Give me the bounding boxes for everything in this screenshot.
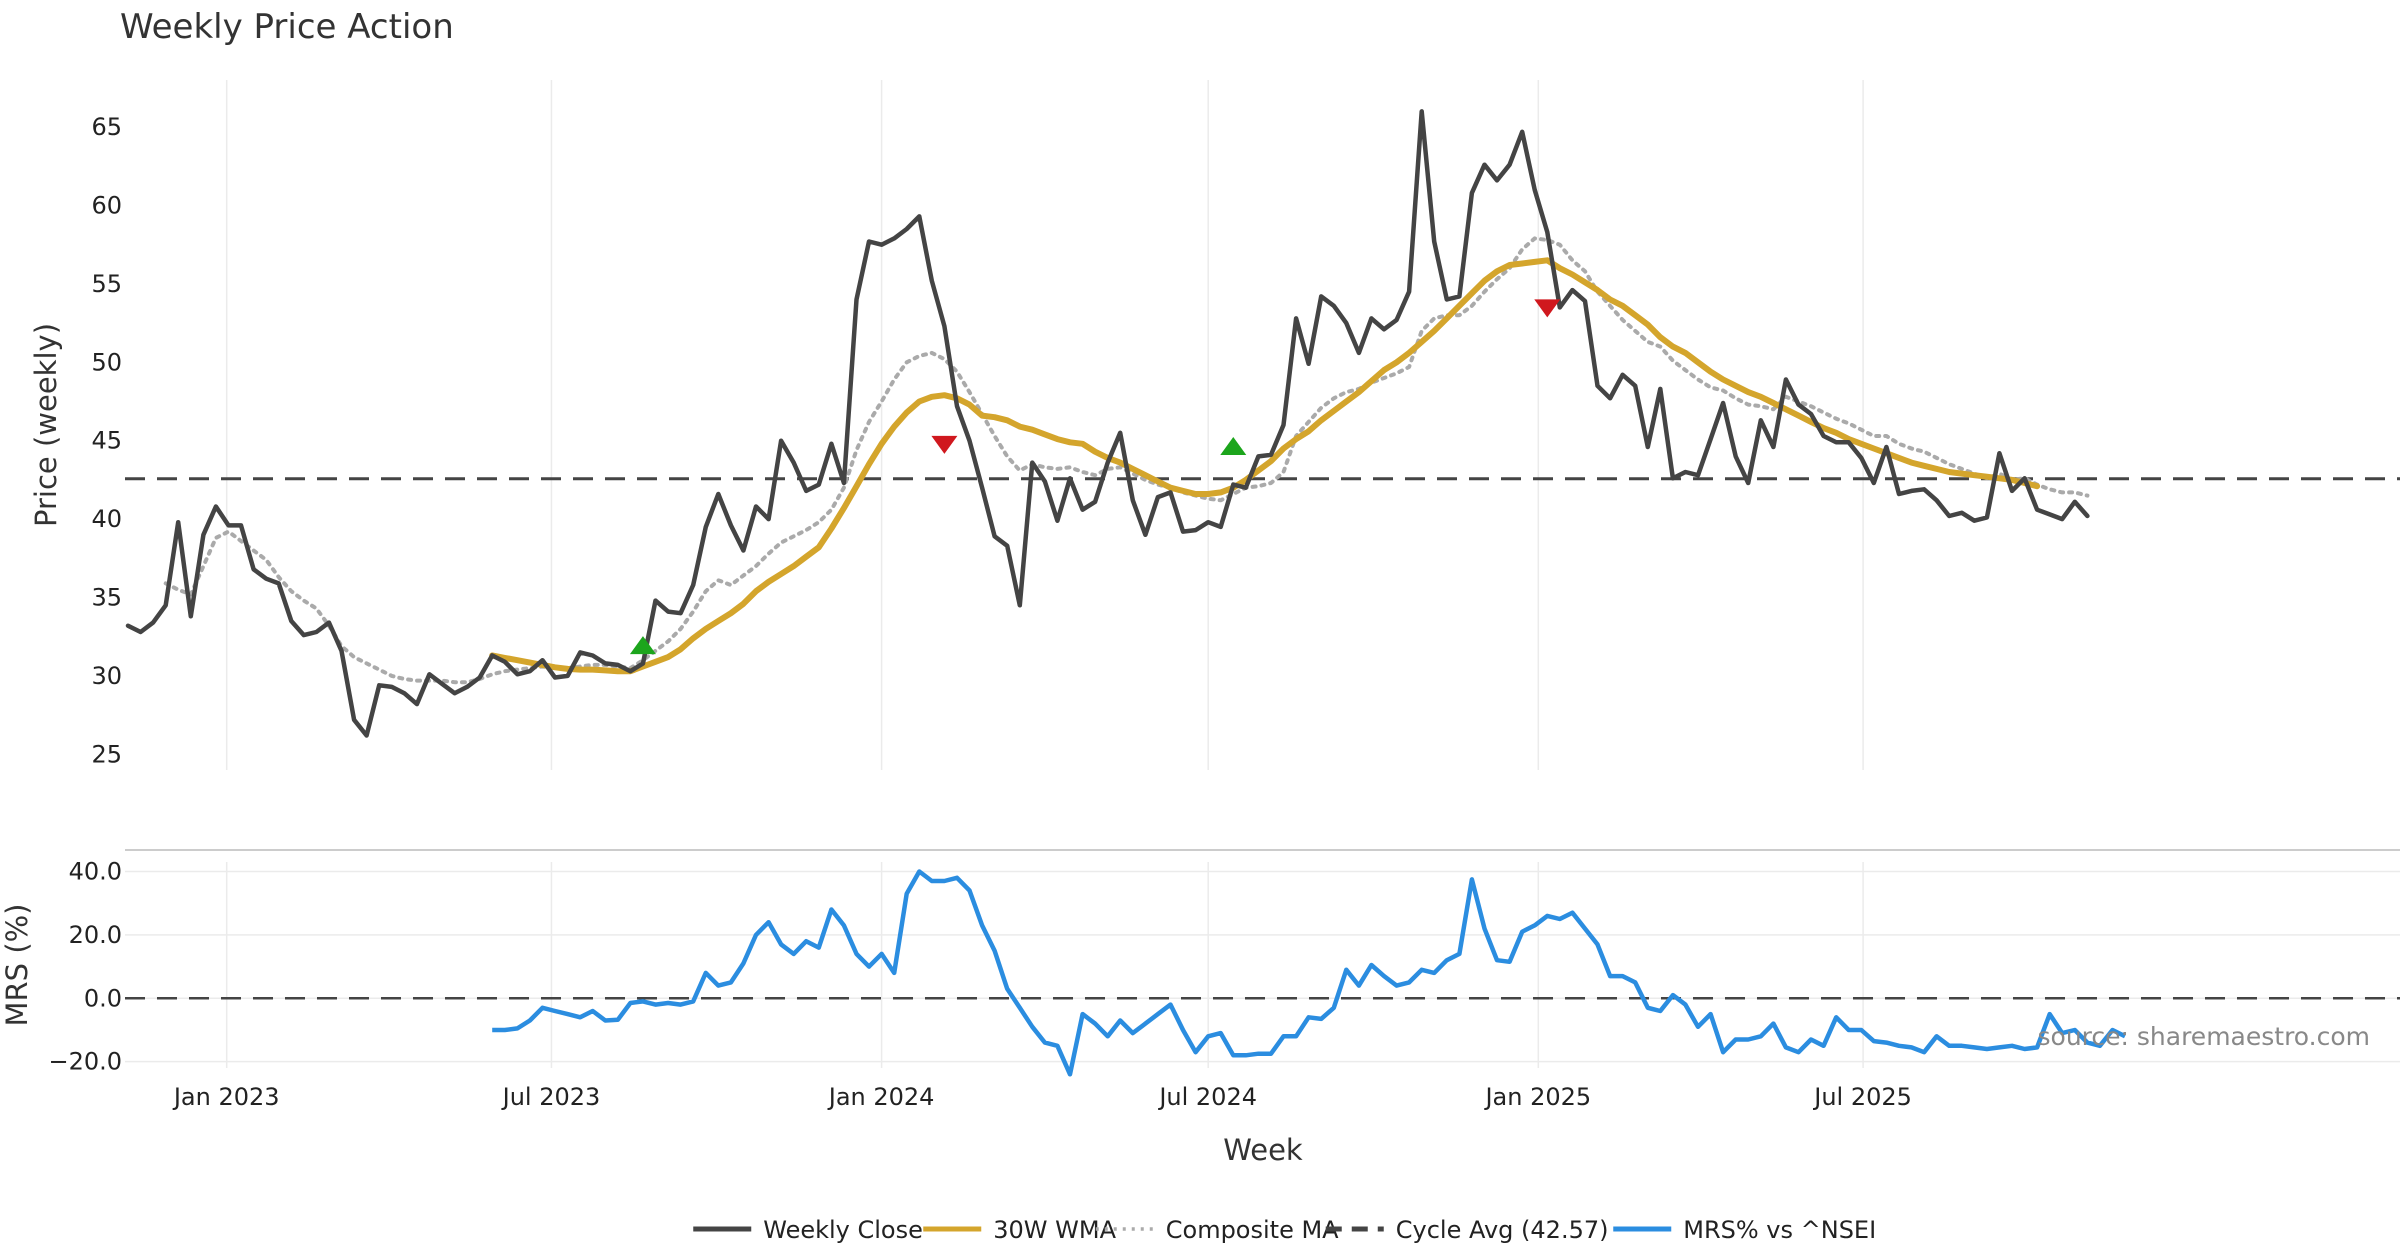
legend-label: Cycle Avg (42.57) [1396, 1216, 1609, 1244]
price-y-tick-label: 65 [91, 113, 122, 141]
x-tick-label: Jul 2025 [1812, 1083, 1912, 1111]
legend-label: MRS% vs ^NSEI [1683, 1216, 1876, 1244]
price-y-tick-label: 60 [91, 191, 122, 219]
mrs-y-tick-label: 0.0 [84, 984, 122, 1012]
buy-signal-marker [629, 636, 656, 655]
x-tick-labels: Jan 2023 Jul 2023 Jan 2024 Jul 2024 Jan 2025… [172, 1083, 1912, 1111]
price-y-tick-label: 25 [91, 740, 122, 768]
mrs-y-tick-label: 40.0 [69, 858, 122, 886]
x-tick-label: Jan 2025 [1483, 1083, 1591, 1111]
mrs-line [492, 869, 2127, 1077]
price-y-ticks: 25 30 35 40 45 50 55 60 65 [91, 113, 122, 768]
price-y-tick-label: 35 [91, 584, 122, 612]
mrs-y-tick-label: −20.0 [48, 1048, 122, 1076]
x-axis-title: Week [1223, 1133, 1303, 1167]
price-y-tick-label: 50 [91, 348, 122, 376]
buy-signal-marker [1220, 436, 1247, 455]
sell-signal-marker [1534, 299, 1561, 318]
price-y-tick-label: 55 [91, 270, 122, 298]
price-y-tick-label: 45 [91, 427, 122, 455]
source-credit: source: sharemaestro.com [2038, 1022, 2371, 1051]
weekly-close-line [125, 109, 2090, 738]
chart-title: Weekly Price Action [120, 7, 454, 47]
price-y-tick-label: 40 [91, 505, 122, 533]
mrs-series [492, 869, 2127, 1077]
sell-signal-marker [931, 435, 958, 454]
wma-30w-line [489, 257, 2041, 675]
price-y-axis-title: Price (weekly) [29, 323, 63, 527]
mrs-y-tick-label: 20.0 [69, 921, 122, 949]
legend-label: Composite MA [1166, 1216, 1339, 1244]
price-panel-grid [225, 80, 1864, 770]
legend-label: Weekly Close [763, 1216, 923, 1244]
mrs-y-axis-title: MRS (%) [0, 904, 34, 1027]
x-tick-label: Jan 2023 [172, 1083, 280, 1111]
price-y-tick-label: 30 [91, 662, 122, 690]
signal-markers [629, 299, 1561, 655]
x-tick-label: Jan 2024 [827, 1083, 935, 1111]
legend: Weekly Close 30W WMA Composite MA Cycle Avg… [693, 1216, 1876, 1244]
x-tick-label: Jul 2023 [501, 1083, 601, 1111]
mrs-y-ticks: 40.0 20.0 0.0 −20.0 [48, 858, 122, 1076]
x-tick-label: Jul 2024 [1157, 1083, 1257, 1111]
price-series [125, 109, 2090, 738]
